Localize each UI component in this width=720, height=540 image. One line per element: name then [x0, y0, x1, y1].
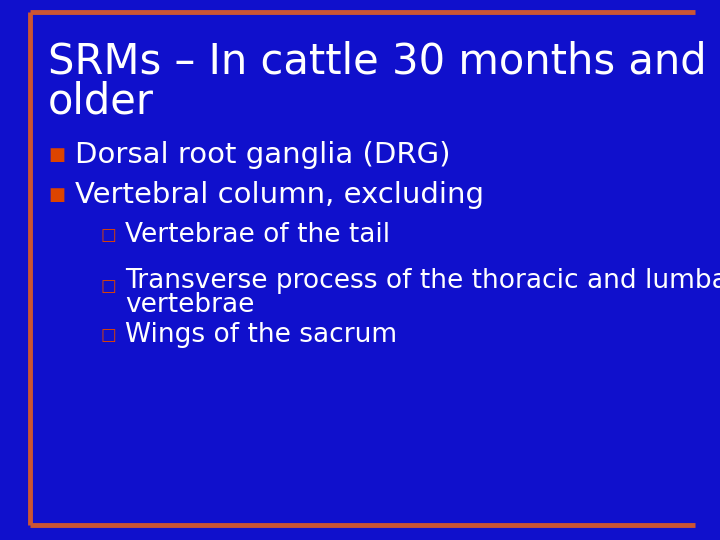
Text: Vertebrae of the tail: Vertebrae of the tail [125, 222, 390, 248]
Text: SRMs – In cattle 30 months and: SRMs – In cattle 30 months and [48, 40, 706, 82]
Text: □: □ [100, 277, 116, 295]
Text: Transverse process of the thoracic and lumbar: Transverse process of the thoracic and l… [125, 268, 720, 294]
Text: ■: ■ [48, 146, 65, 164]
Text: □: □ [100, 226, 116, 244]
Text: Dorsal root ganglia (DRG): Dorsal root ganglia (DRG) [75, 141, 451, 169]
Text: vertebrae: vertebrae [125, 292, 254, 318]
Text: □: □ [100, 326, 116, 344]
Text: ■: ■ [48, 186, 65, 204]
Text: Wings of the sacrum: Wings of the sacrum [125, 322, 397, 348]
Text: older: older [48, 80, 154, 122]
Text: Vertebral column, excluding: Vertebral column, excluding [75, 181, 484, 209]
